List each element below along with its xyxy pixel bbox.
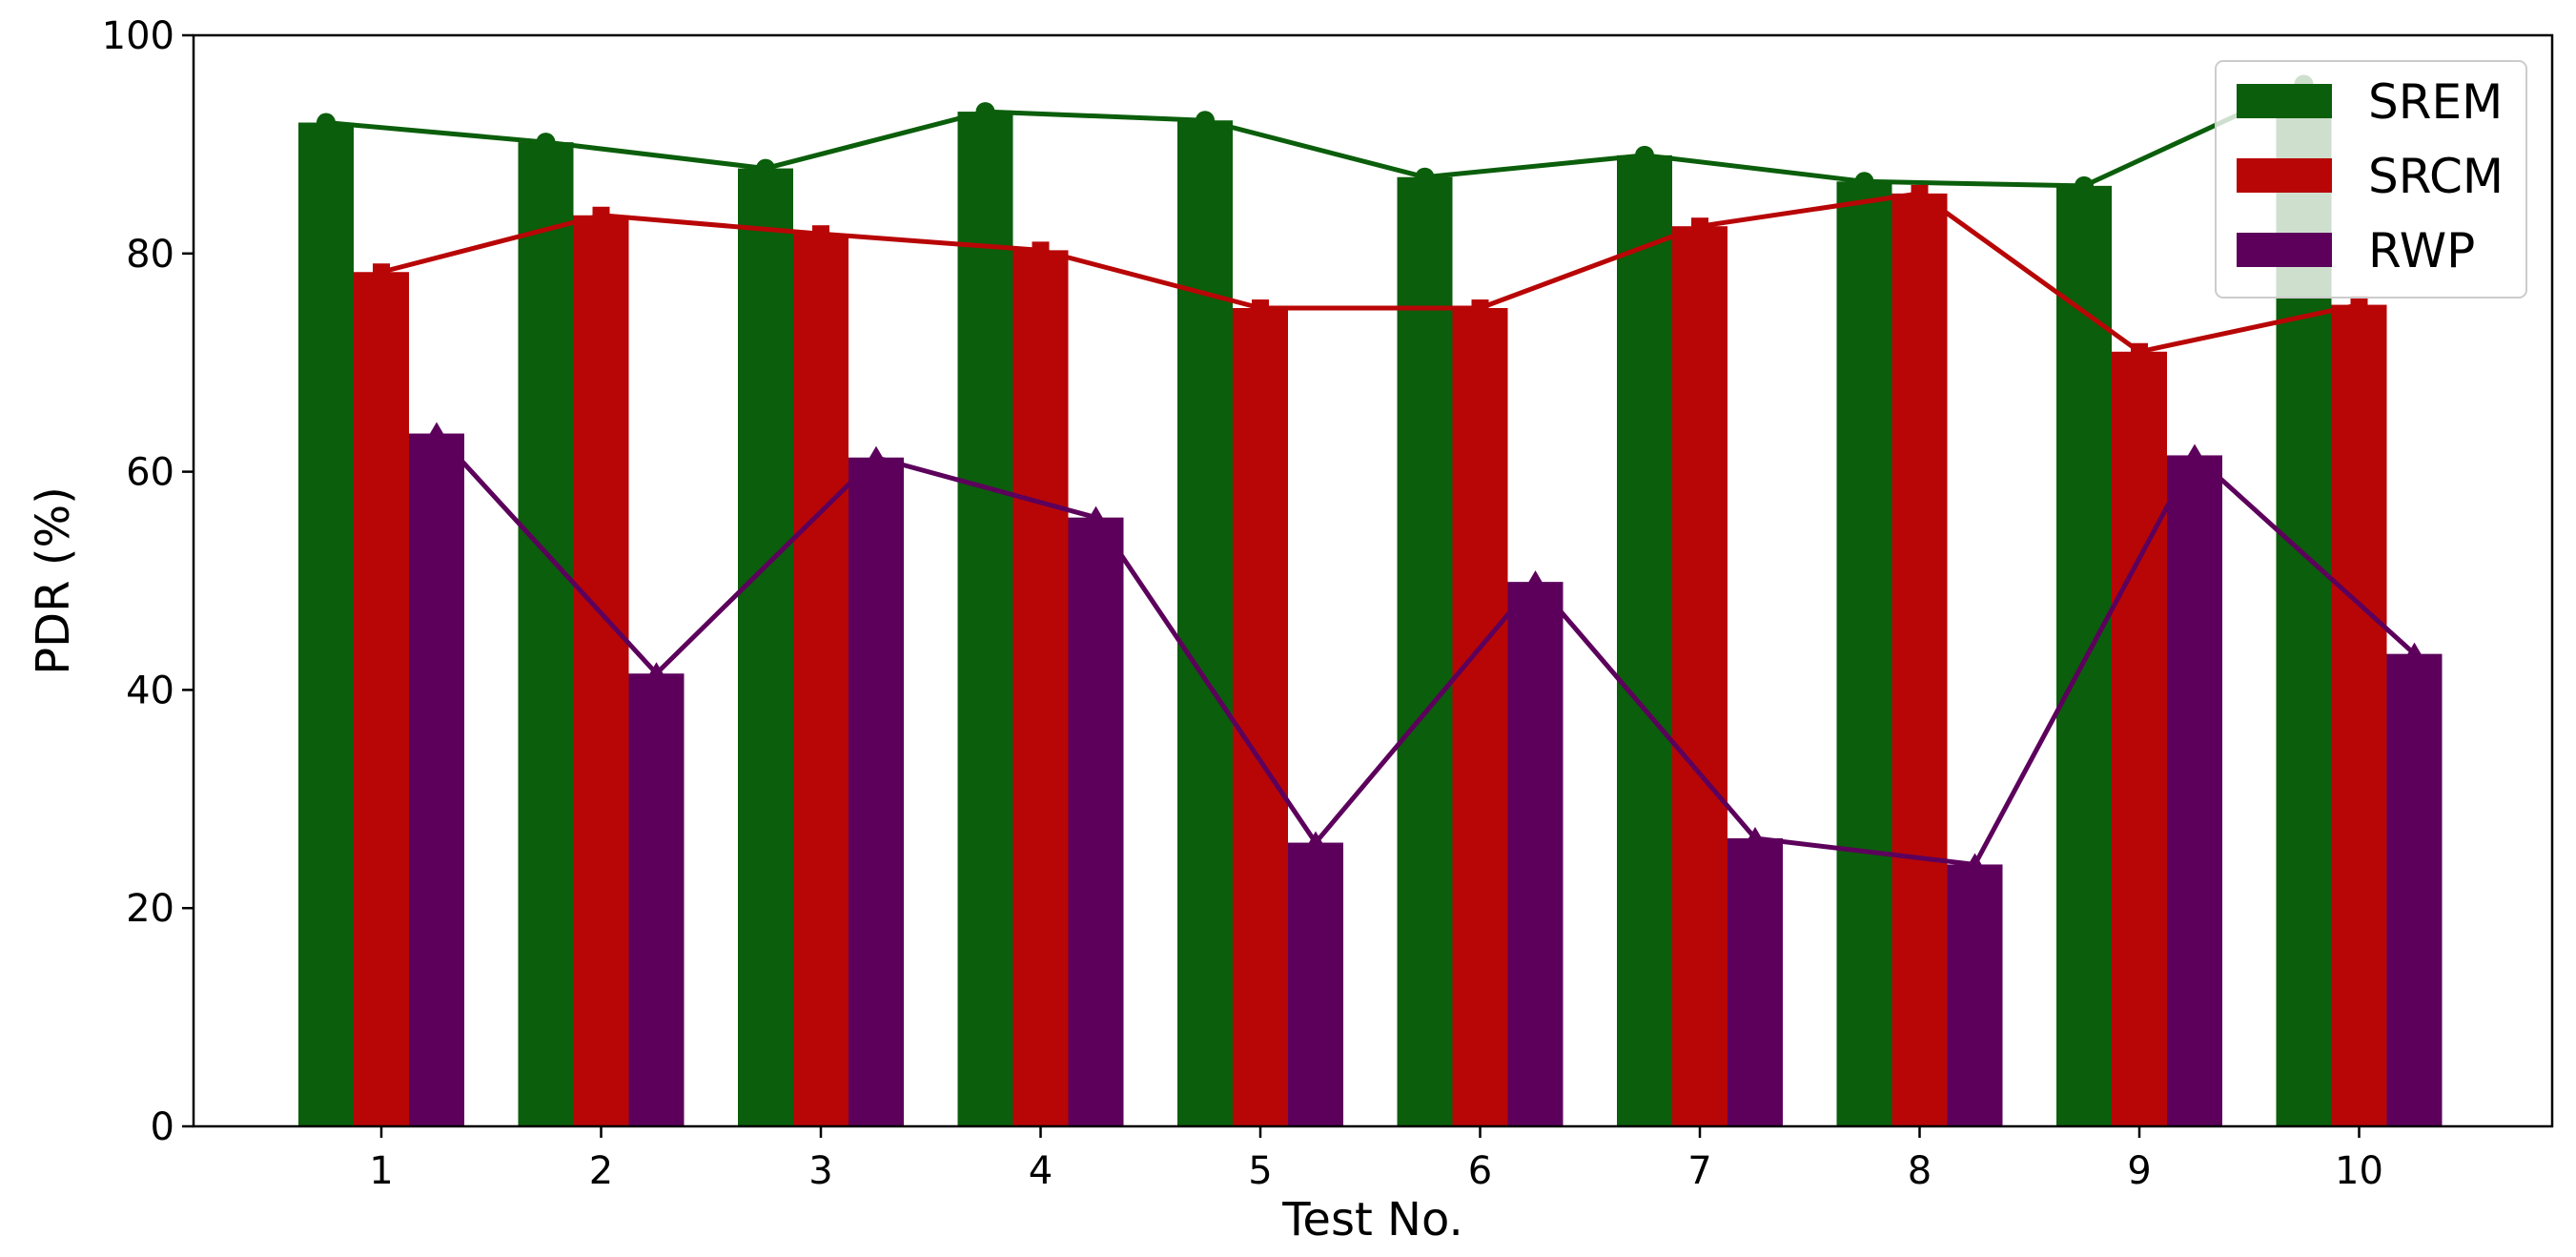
bar-srcm-8: [1891, 193, 1948, 1126]
marker-srem-7: [1635, 145, 1654, 165]
y-tick-label-100: 100: [102, 14, 174, 58]
marker-rwp-8: [1963, 853, 1987, 873]
bar-rwp-9: [2167, 455, 2222, 1126]
bar-srcm-10: [2331, 304, 2387, 1126]
marker-rwp-3: [865, 445, 888, 466]
x-tick-label-5: 5: [1248, 1149, 1272, 1193]
bar-srcm-1: [354, 272, 409, 1126]
bar-srem-4: [957, 112, 1013, 1127]
bar-srem-6: [1397, 176, 1453, 1127]
bar-rwp-3: [848, 457, 904, 1126]
y-tick-label-0: 0: [151, 1105, 174, 1149]
y-axis-title: PDR (%): [27, 486, 80, 675]
marker-srem-8: [1854, 172, 1874, 192]
bar-srcm-7: [1672, 226, 1728, 1126]
x-tick-label-9: 9: [2127, 1149, 2151, 1193]
legend-swatch-srem: [2237, 84, 2332, 118]
bar-rwp-6: [1507, 582, 1564, 1126]
marker-srem-3: [756, 158, 775, 178]
marker-srcm-7: [1691, 217, 1708, 236]
marker-rwp-4: [1084, 505, 1108, 526]
bar-rwp-1: [409, 433, 464, 1126]
bar-rwp-7: [1728, 837, 1783, 1126]
bar-srem-2: [518, 142, 574, 1126]
marker-rwp-1: [425, 422, 448, 442]
marker-srcm-10: [2350, 296, 2368, 314]
marker-srem-6: [1415, 167, 1435, 187]
y-tick-label-20: 20: [126, 887, 174, 931]
x-axis: 1 2 3 4 5 6 7 8 9 10: [369, 1126, 2383, 1193]
marker-srcm-1: [373, 263, 390, 281]
marker-rwp-2: [644, 662, 668, 682]
line-srcm: [380, 191, 2361, 355]
bar-srem-7: [1617, 155, 1672, 1127]
bar-srcm-2: [573, 215, 629, 1126]
x-tick-label-1: 1: [369, 1149, 393, 1193]
marker-rwp-7: [1744, 826, 1767, 847]
x-axis-title: Test No.: [1281, 1193, 1462, 1247]
marker-srcm-3: [812, 225, 829, 243]
marker-srem-2: [536, 133, 556, 153]
bar-srcm-4: [1012, 250, 1069, 1126]
legend-swatch-rwp: [2237, 233, 2332, 267]
bar-srcm-6: [1452, 308, 1508, 1126]
x-tick-label-2: 2: [589, 1149, 613, 1193]
marker-rwp-6: [1523, 570, 1547, 590]
bar-srem-9: [2056, 185, 2112, 1126]
bar-srcm-5: [1233, 308, 1288, 1126]
bar-srem-3: [738, 168, 793, 1126]
bar-srem-1: [298, 122, 354, 1126]
x-tick-label-7: 7: [1687, 1149, 1711, 1193]
x-tick-label-10: 10: [2335, 1149, 2383, 1193]
bar-srcm-3: [793, 234, 848, 1126]
legend-label-srcm: SRCM: [2368, 149, 2504, 204]
bar-srem-5: [1177, 120, 1233, 1126]
plot-frame: [192, 33, 2554, 1128]
marker-srcm-4: [1032, 241, 1050, 259]
marker-srem-9: [2075, 175, 2094, 196]
marker-srcm-6: [1471, 299, 1489, 317]
marker-srcm-8: [1911, 184, 1929, 202]
marker-srem-5: [1196, 111, 1215, 131]
bar-srem-8: [1836, 181, 1892, 1126]
legend-label-srem: SREM: [2368, 74, 2503, 130]
bars-layer: [298, 84, 2443, 1127]
marker-srcm-2: [592, 206, 610, 224]
line-srem: [325, 82, 2305, 189]
line-rwp: [435, 431, 2417, 867]
legend-swatch-srcm: [2237, 158, 2332, 193]
bar-rwp-2: [628, 673, 685, 1126]
x-tick-label-3: 3: [808, 1149, 832, 1193]
marker-rwp-5: [1304, 831, 1327, 851]
marker-rwp-9: [2183, 443, 2206, 464]
y-axis: 0 20 40 60 80 100: [102, 14, 194, 1149]
legend: SREM SRCM RWP: [2215, 60, 2527, 299]
bar-srcm-9: [2112, 351, 2167, 1126]
bar-rwp-8: [1947, 864, 2003, 1126]
y-tick-label-60: 60: [126, 451, 174, 495]
x-tick-label-4: 4: [1029, 1149, 1053, 1193]
marker-srem-4: [975, 102, 995, 122]
bar-rwp-10: [2386, 653, 2443, 1126]
legend-label-rwp: RWP: [2368, 223, 2475, 278]
bar-rwp-5: [1288, 842, 1343, 1126]
marker-srcm-5: [1252, 299, 1269, 317]
marker-srcm-9: [2131, 342, 2148, 361]
y-tick-label-40: 40: [126, 669, 174, 712]
x-tick-label-6: 6: [1468, 1149, 1492, 1193]
marker-srem-1: [317, 113, 336, 133]
x-tick-label-8: 8: [1908, 1149, 1932, 1193]
bar-rwp-4: [1068, 517, 1124, 1126]
marker-rwp-10: [2402, 642, 2426, 663]
y-tick-label-80: 80: [126, 233, 174, 277]
